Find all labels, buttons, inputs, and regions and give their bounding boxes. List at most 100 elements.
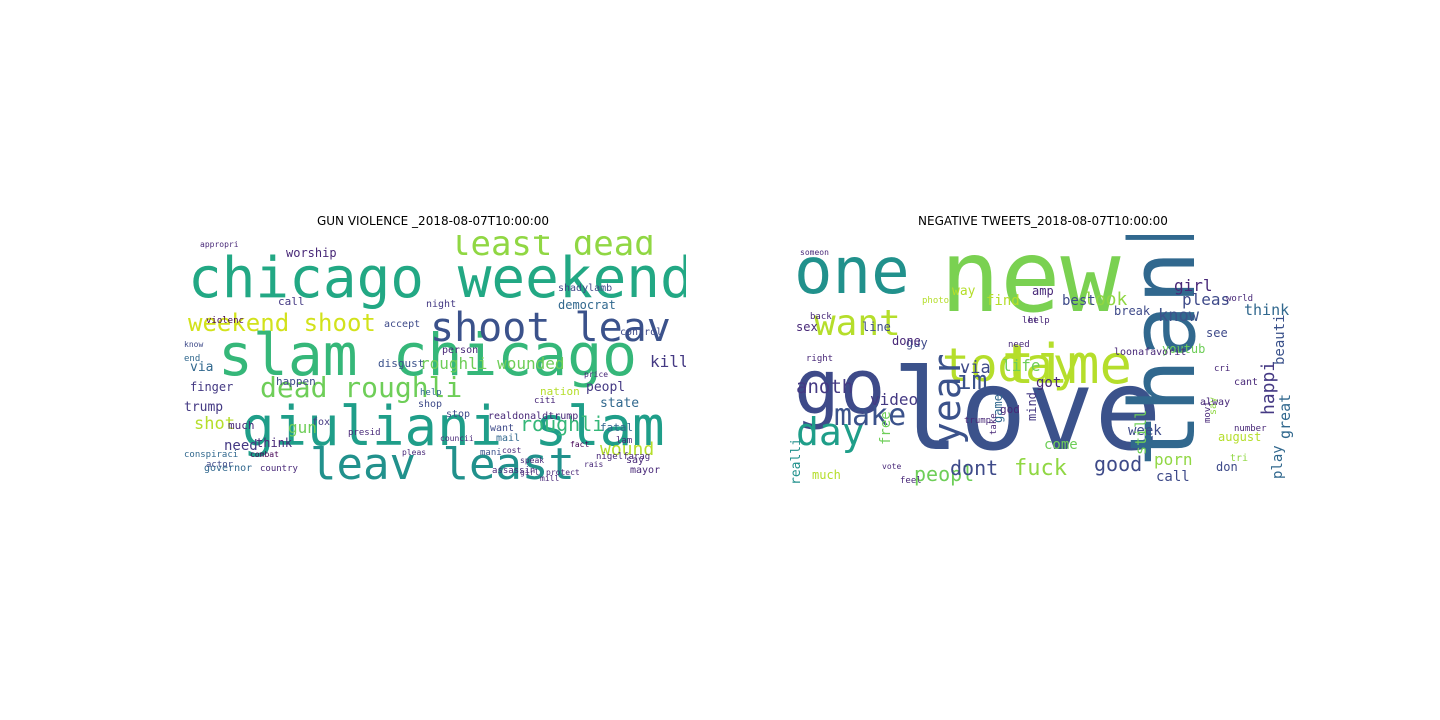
word-control: control bbox=[620, 327, 662, 338]
word-best: best bbox=[1062, 293, 1096, 309]
word-stop: stop bbox=[446, 409, 470, 420]
word-councii: councii bbox=[440, 434, 474, 443]
word-world: world bbox=[1226, 294, 1253, 304]
word-fact: fact bbox=[570, 440, 589, 449]
word-vote: vote bbox=[882, 462, 901, 471]
word-lam: lam bbox=[616, 436, 632, 446]
word-disgust: disgust bbox=[378, 357, 424, 370]
word-governor: governor bbox=[204, 463, 252, 474]
word-say: say bbox=[626, 455, 644, 466]
word-say: say bbox=[1208, 397, 1219, 415]
word-find: find bbox=[986, 293, 1020, 309]
word-porn: porn bbox=[1154, 450, 1193, 469]
word-pleas: pleas bbox=[402, 448, 426, 457]
word-conspiraci: conspiraci bbox=[184, 450, 238, 460]
word-girl: girl bbox=[1174, 276, 1213, 295]
word-nation: nation bbox=[540, 385, 580, 398]
word-want: want bbox=[814, 303, 901, 344]
word-year: year bbox=[925, 353, 969, 445]
word-mail: mail bbox=[496, 433, 520, 444]
word-least-dead: least dead bbox=[450, 235, 655, 264]
word-still: still bbox=[1132, 410, 1150, 455]
word-think: think bbox=[1244, 301, 1289, 319]
word-fatal: fatal bbox=[600, 421, 633, 434]
word-person: person bbox=[442, 345, 478, 356]
word-assassin: assassin bbox=[492, 466, 535, 476]
word-movi: movi bbox=[1203, 401, 1213, 423]
word-don: don bbox=[1216, 460, 1238, 474]
word-state: state bbox=[600, 396, 639, 411]
word-tri: tri bbox=[1230, 453, 1248, 464]
word-realdonaldtrump: realdonaldtrump bbox=[488, 411, 578, 422]
word-make: make bbox=[834, 398, 906, 433]
word-video: video bbox=[870, 390, 918, 409]
word-fox: fox bbox=[312, 417, 330, 428]
word-worship: worship bbox=[286, 246, 337, 260]
word-dead-roughli: dead roughli bbox=[260, 371, 462, 404]
word-violenc: violenc bbox=[206, 316, 244, 326]
word-finger: finger bbox=[190, 380, 233, 394]
chart-title: GUN VIOLENCE _2018-08-07T10:00:00 bbox=[316, 214, 550, 228]
word-slam-chicago: slam chicago bbox=[218, 321, 637, 389]
word-cant: cant bbox=[1234, 377, 1258, 388]
word-mind: mind bbox=[1025, 392, 1039, 421]
word-roughli: roughli bbox=[520, 412, 604, 436]
word-come: come bbox=[1044, 437, 1078, 453]
word-giuliani-slam: giuliani slam bbox=[242, 395, 665, 458]
word-someon: someon bbox=[800, 248, 829, 257]
word-take: take bbox=[989, 413, 999, 435]
word-new: new bbox=[940, 235, 1121, 335]
word-much: much bbox=[228, 419, 255, 432]
word-call: call bbox=[1156, 469, 1190, 485]
word-guy: guy bbox=[906, 336, 928, 350]
word-time: time bbox=[1002, 333, 1132, 396]
word-know: know bbox=[1158, 306, 1200, 326]
word-protect: protect bbox=[546, 468, 580, 477]
word-im: im bbox=[956, 366, 987, 396]
word-back: back bbox=[810, 312, 832, 322]
word-combat: combat bbox=[250, 450, 279, 459]
word-actor: actor bbox=[206, 460, 234, 470]
word-sex: sex bbox=[796, 320, 818, 334]
word-citi: citi bbox=[534, 396, 556, 406]
word-accept: accept bbox=[384, 319, 420, 330]
word-night: night bbox=[426, 299, 456, 310]
word-country: country bbox=[260, 464, 299, 474]
word-trump: trump bbox=[184, 400, 223, 415]
word-shadylamb: shadylamb bbox=[558, 283, 612, 294]
word-beauti: beauti bbox=[1272, 314, 1288, 365]
word-break: break bbox=[1114, 304, 1151, 318]
word-cri: cri bbox=[1214, 364, 1230, 374]
word-know: know bbox=[184, 340, 203, 349]
word-go: go bbox=[794, 342, 886, 431]
word-think: think bbox=[256, 436, 293, 450]
word-one: one bbox=[794, 235, 910, 309]
word-need: need bbox=[1008, 340, 1030, 350]
word-number: number bbox=[1234, 424, 1267, 434]
word-loonafavorit: loonafavorit bbox=[1114, 347, 1186, 358]
word-free: free bbox=[878, 411, 894, 445]
word-dont: dont bbox=[950, 456, 998, 480]
word-great: great bbox=[1276, 394, 1294, 439]
word-look: look bbox=[1084, 289, 1128, 310]
word-end: end bbox=[184, 354, 200, 364]
word-line: line bbox=[862, 320, 891, 334]
word-trump: trump bbox=[964, 416, 991, 426]
word-fuck: fuck bbox=[1014, 456, 1067, 481]
word-cost: cost bbox=[502, 446, 521, 455]
word-way: way bbox=[952, 284, 976, 299]
word-via: via bbox=[960, 358, 991, 378]
word-appropri: appropri bbox=[200, 240, 239, 249]
word-pleas: pleas bbox=[1182, 290, 1230, 309]
word-rais: rais bbox=[584, 460, 603, 469]
word-wound: wound bbox=[600, 439, 654, 460]
word-love: love bbox=[892, 346, 1162, 476]
word-help: help bbox=[420, 388, 442, 398]
word-weekend-shoot: weekend shoot bbox=[188, 309, 376, 337]
word-kill: kill bbox=[650, 352, 686, 371]
word-got: got bbox=[1036, 375, 1061, 391]
word-youtub: youtub bbox=[1162, 342, 1205, 356]
word-life: life bbox=[1002, 356, 1041, 375]
word-right: right bbox=[806, 354, 833, 364]
